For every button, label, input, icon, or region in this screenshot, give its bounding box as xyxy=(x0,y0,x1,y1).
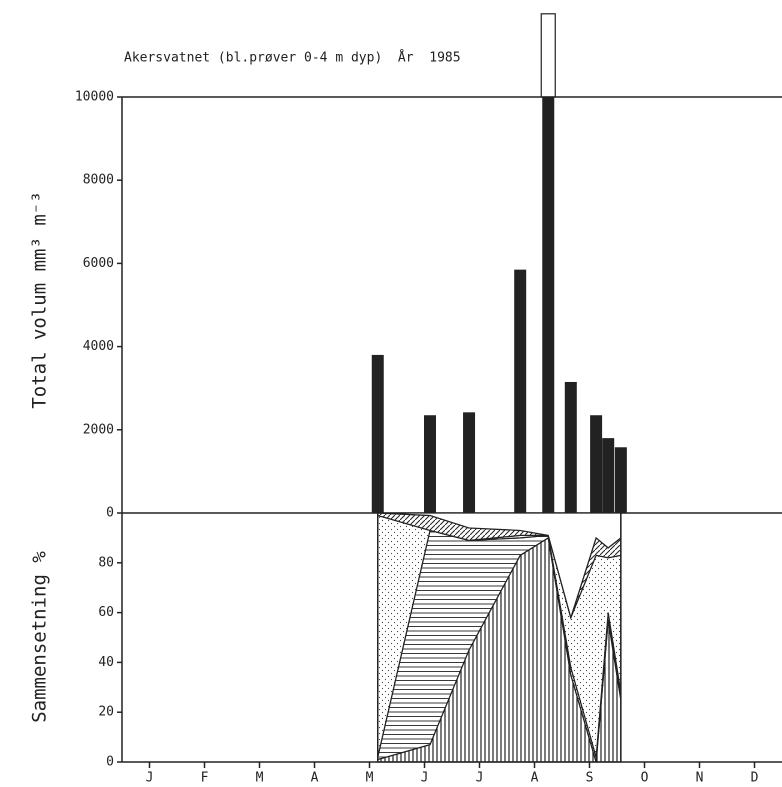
y-tick-label: 60 xyxy=(98,605,114,620)
y-tick-label: 40 xyxy=(98,655,114,670)
x-tick-label: A xyxy=(311,771,319,786)
x-tick-label: M xyxy=(256,771,264,786)
x-tick-label: O xyxy=(641,771,649,786)
x-tick-label: A xyxy=(531,771,539,786)
x-tick-label: S xyxy=(586,771,594,786)
y-tick-label: 0 xyxy=(106,755,114,770)
x-tick-label: J xyxy=(146,771,154,786)
bar-overflow xyxy=(540,13,556,98)
bar xyxy=(371,354,384,513)
y-tick-label: 8000 xyxy=(83,173,114,188)
y-tick-label: 20 xyxy=(98,705,114,720)
y-tick-label: 4000 xyxy=(83,339,114,354)
bar xyxy=(564,381,577,513)
y-tick-label: 2000 xyxy=(83,422,114,437)
y-tick-label: 6000 xyxy=(83,256,114,271)
x-tick-label: F xyxy=(201,771,209,786)
y-tick-label: 10000 xyxy=(75,90,114,105)
bar xyxy=(602,438,615,513)
bar xyxy=(463,412,476,513)
bar xyxy=(614,447,627,513)
y-tick-label: 0 xyxy=(106,506,114,521)
y-axis-label: Total volum mm³ m⁻³ xyxy=(29,191,51,408)
x-tick-label: M xyxy=(366,771,374,786)
x-tick-label: J xyxy=(421,771,429,786)
x-tick-label: N xyxy=(696,771,704,786)
x-tick-label: D xyxy=(751,771,759,786)
bar xyxy=(542,97,555,513)
y-axis-label: Sammensetning % xyxy=(29,551,51,723)
bar xyxy=(514,269,527,513)
bar xyxy=(424,415,436,513)
bar xyxy=(590,415,603,513)
y-tick-label: 80 xyxy=(98,555,114,570)
x-tick-label: J xyxy=(476,771,484,786)
chart-title: Akersvatnet (bl.prøver 0-4 m dyp) År 198… xyxy=(124,50,461,66)
